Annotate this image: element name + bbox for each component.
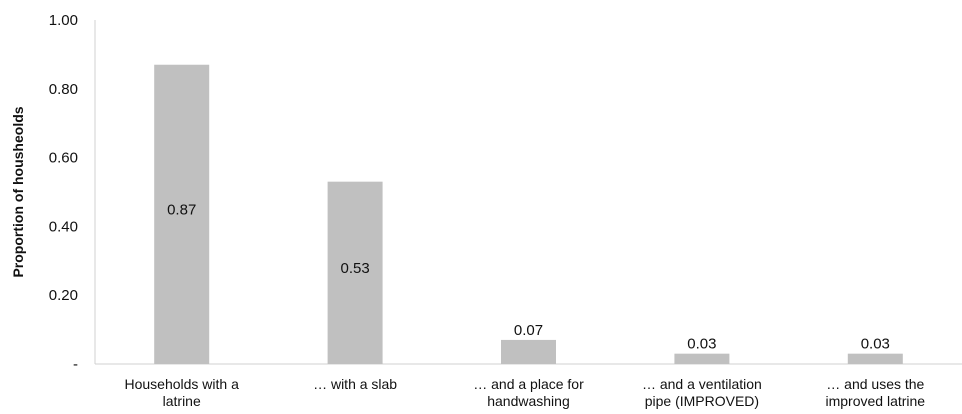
x-tick-label: … and uses the improved latrine [825, 376, 925, 409]
x-tick-label-line: improved latrine [825, 393, 925, 409]
data-label: 0.03 [687, 336, 716, 353]
data-label: 0.87 [167, 201, 196, 218]
axes [94, 20, 962, 365]
bar [327, 181, 383, 364]
x-tick-label: … and a ventilation pipe (IMPROVED) [642, 376, 762, 409]
x-tick-label-line: … and uses the [826, 376, 924, 392]
x-tick-labels: Households with a latrine … with a slab … a… [124, 376, 925, 409]
bars [154, 64, 903, 364]
y-tick-label: 0.80 [49, 81, 78, 98]
x-tick-label-line: Households with a [124, 376, 239, 392]
x-tick-label-line: pipe (IMPROVED) [645, 393, 759, 409]
y-tick-label: - [73, 356, 78, 373]
x-tick-label-line: handwashing [487, 393, 570, 409]
data-label: 0.03 [861, 336, 890, 353]
x-tick-label-line: latrine [163, 393, 201, 409]
bar [154, 64, 210, 364]
x-tick-label: Households with a latrine [124, 376, 239, 409]
y-tick-labels: - 0.20 0.40 0.60 0.80 1.00 [49, 12, 78, 373]
x-tick-label: … and a place for handwashing [473, 376, 584, 409]
bar [501, 339, 556, 364]
y-tick-label: 0.40 [49, 218, 78, 235]
y-tick-label: 0.20 [49, 287, 78, 304]
bar [674, 353, 730, 364]
data-label: 0.53 [340, 260, 369, 277]
y-axis-title: Proportion of housheolds [10, 106, 26, 277]
x-tick-label-line: … and a place for [473, 376, 584, 392]
data-labels: 0.87 0.53 0.07 0.03 0.03 [167, 201, 890, 352]
y-tick-label: 0.60 [49, 150, 78, 167]
data-label: 0.07 [514, 322, 543, 339]
x-tick-label: … with a slab [313, 376, 397, 392]
x-tick-label-line: … and a ventilation [642, 376, 762, 392]
x-tick-label-line: … with a slab [313, 376, 397, 392]
y-tick-label: 1.00 [49, 12, 78, 29]
bar [847, 353, 903, 364]
